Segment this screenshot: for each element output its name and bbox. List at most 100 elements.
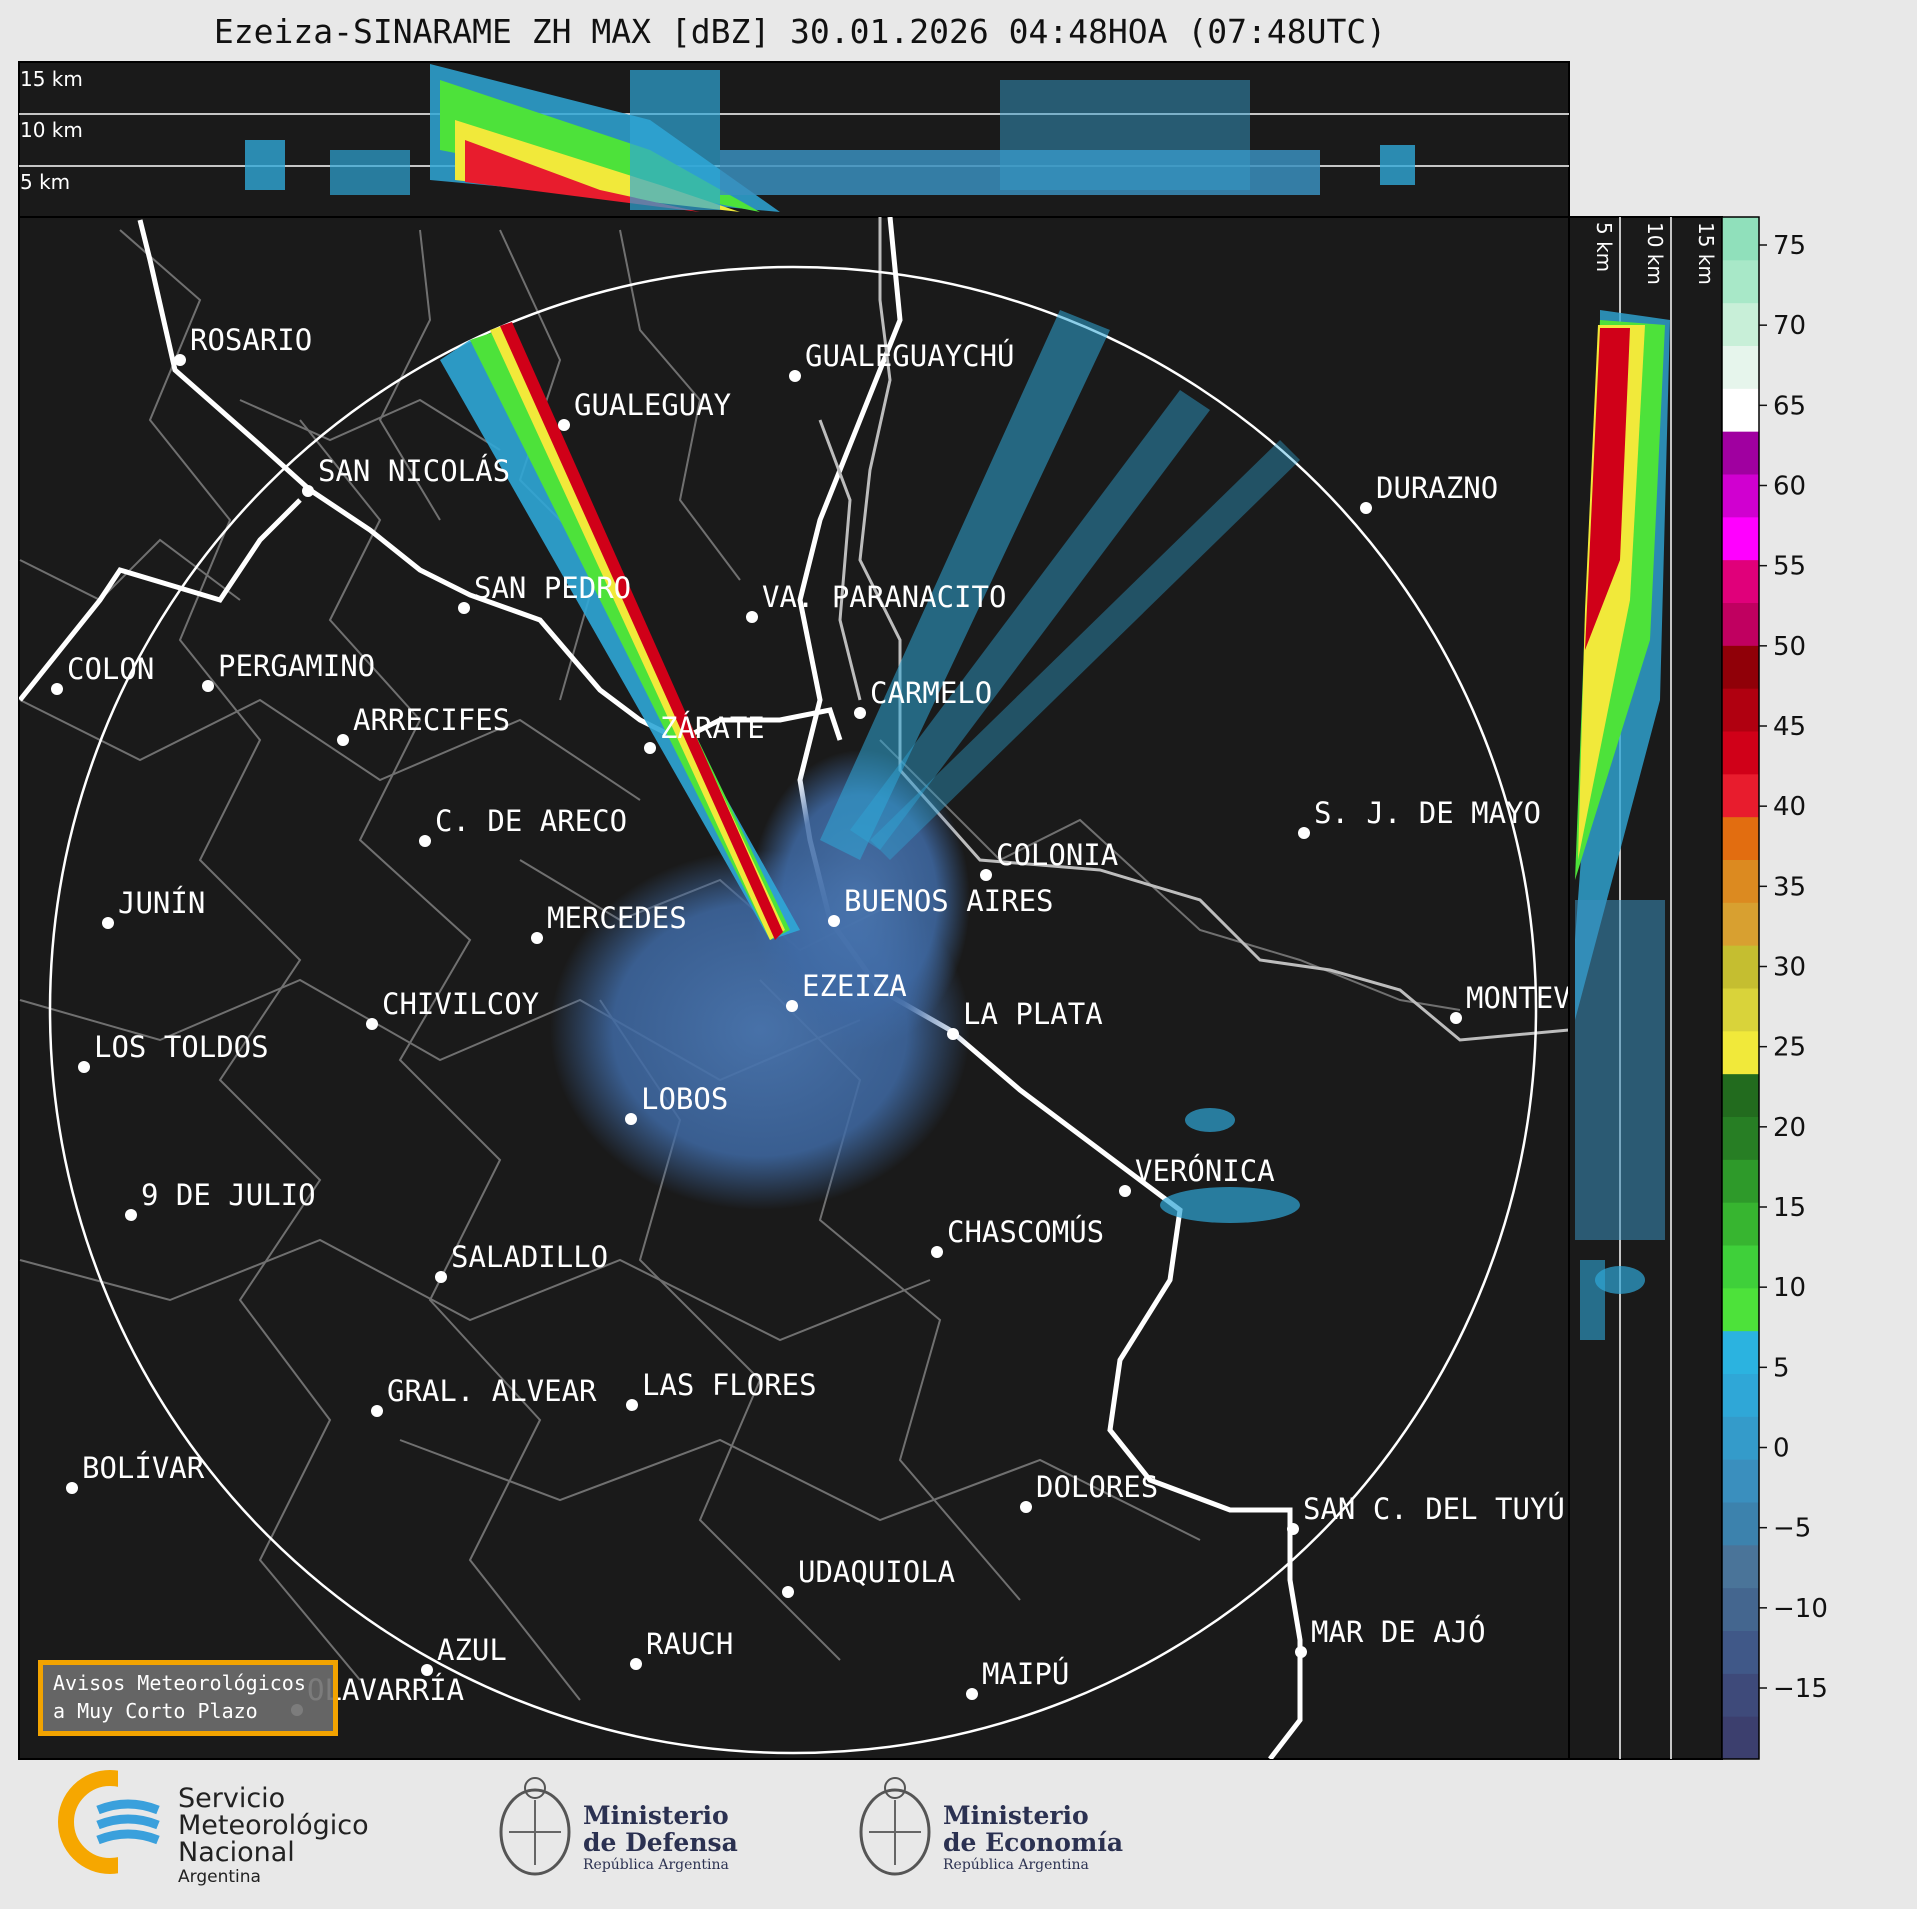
colorbar-swatch bbox=[1722, 988, 1759, 1032]
colorbar-swatch bbox=[1722, 859, 1759, 903]
city-saladillo: SALADILLO bbox=[435, 1240, 608, 1283]
city-veronica: VERÓNICA bbox=[1119, 1154, 1275, 1197]
colorbar-swatch bbox=[1722, 1073, 1759, 1117]
colorbar-tick-label: 45 bbox=[1773, 712, 1806, 742]
city-dolores: DOLORES bbox=[1020, 1470, 1158, 1513]
colorbar-swatch bbox=[1722, 1330, 1759, 1374]
colorbar-swatch bbox=[1722, 1630, 1759, 1674]
city-va-paranacito: VA. PARANACITO bbox=[746, 580, 1006, 623]
city-colon: COLON bbox=[51, 652, 154, 695]
colorbar-swatch bbox=[1722, 1373, 1759, 1417]
svg-text:LAS FLORES: LAS FLORES bbox=[642, 1368, 817, 1402]
smn-line-1: Servicio bbox=[178, 1783, 286, 1814]
svg-text:MAIPÚ: MAIPÚ bbox=[982, 1657, 1069, 1691]
colorbar-swatch bbox=[1722, 773, 1759, 818]
svg-text:GUALEGUAY: GUALEGUAY bbox=[574, 388, 731, 422]
svg-text:DOLORES: DOLORES bbox=[1036, 1470, 1158, 1504]
svg-text:LOS TOLDOS: LOS TOLDOS bbox=[94, 1030, 269, 1064]
colorbar-swatch bbox=[1722, 345, 1759, 389]
city-san-pedro: SAN PEDRO bbox=[458, 571, 631, 614]
svg-text:GUALEGUAYCHÚ: GUALEGUAYCHÚ bbox=[805, 339, 1015, 373]
colorbar-tick-label: 15 bbox=[1773, 1193, 1806, 1223]
svg-text:S. J. DE MAYO: S. J. DE MAYO bbox=[1314, 796, 1541, 830]
height-label-5km: 5 km bbox=[20, 170, 70, 194]
height-label-5km-v: 5 km bbox=[1592, 222, 1616, 272]
colorbar-swatch bbox=[1722, 1502, 1759, 1546]
svg-text:CHASCOMÚS: CHASCOMÚS bbox=[947, 1215, 1104, 1249]
right-echo-band bbox=[1575, 310, 1670, 1340]
city-bolivar: BOLÍVAR bbox=[66, 1451, 205, 1494]
height-label-10km-v: 10 km bbox=[1643, 222, 1667, 285]
city-durazno: DURAZNO bbox=[1360, 471, 1498, 514]
city-ezeiza: EZEIZA bbox=[786, 969, 907, 1012]
svg-text:CARMELO: CARMELO bbox=[870, 676, 992, 710]
economia-line-2: de Economía bbox=[943, 1828, 1124, 1857]
colorbar-tick-label: 10 bbox=[1773, 1273, 1806, 1303]
colorbar-tick-label: 35 bbox=[1773, 872, 1806, 902]
colorbar-swatch bbox=[1722, 902, 1759, 946]
city-zarate: ZÁRATE bbox=[644, 711, 765, 754]
svg-text:AZUL: AZUL bbox=[437, 1633, 507, 1667]
city-sj-de-mayo: S. J. DE MAYO bbox=[1298, 796, 1541, 839]
city-gualeguay: GUALEGUAY bbox=[558, 388, 731, 431]
city-azul: AZUL bbox=[421, 1633, 507, 1676]
svg-text:ROSARIO: ROSARIO bbox=[190, 323, 312, 357]
city-buenos-aires: BUENOS AIRES bbox=[828, 884, 1054, 927]
colorbar-swatch bbox=[1722, 474, 1759, 518]
colorbar-swatch bbox=[1722, 1673, 1759, 1717]
top-echo-band bbox=[245, 64, 1415, 212]
smn-emblem-icon bbox=[58, 1770, 168, 1880]
height-label-15km: 15 km bbox=[20, 67, 83, 91]
svg-text:DURAZNO: DURAZNO bbox=[1376, 471, 1498, 505]
colorbar-swatch bbox=[1722, 1716, 1759, 1760]
colorbar-swatch bbox=[1722, 1287, 1759, 1332]
colorbar-tick-label: 65 bbox=[1773, 391, 1806, 421]
svg-text:9 DE JULIO: 9 DE JULIO bbox=[141, 1178, 316, 1212]
colorbar-swatch bbox=[1722, 388, 1759, 432]
uruguay-border bbox=[818, 217, 1569, 1042]
range-ring bbox=[48, 265, 1538, 1755]
height-label-15km-v: 15 km bbox=[1694, 222, 1718, 285]
alert-button[interactable]: Avisos Meteorológicos a Muy Corto Plazo bbox=[38, 1660, 338, 1736]
city-gualeguaychu: GUALEGUAYCHÚ bbox=[789, 339, 1015, 382]
colorbar-swatch bbox=[1722, 302, 1759, 346]
colorbar-tick-label: 55 bbox=[1773, 552, 1806, 582]
svg-text:UDAQUIOLA: UDAQUIOLA bbox=[798, 1555, 955, 1589]
colorbar-swatch bbox=[1722, 1544, 1759, 1589]
colorbar-swatch bbox=[1722, 1116, 1759, 1160]
city-san-c-del-tuyu: SAN C. DEL TUYÚ bbox=[1287, 1492, 1565, 1535]
economia-line-1: Ministerio bbox=[943, 1801, 1089, 1830]
colorbar-tick-label: 40 bbox=[1773, 792, 1806, 822]
height-label-10km: 10 km bbox=[20, 118, 83, 142]
colorbar-swatch bbox=[1722, 1202, 1759, 1246]
svg-text:MAR DE AJÓ: MAR DE AJÓ bbox=[1311, 1615, 1486, 1649]
coat-of-arms-icon bbox=[499, 1777, 571, 1876]
svg-text:JUNÍN: JUNÍN bbox=[118, 886, 205, 920]
city-9-de-julio: 9 DE JULIO bbox=[125, 1178, 316, 1221]
city-la-plata: LA PLATA bbox=[947, 997, 1103, 1040]
alert-line-2: a Muy Corto Plazo bbox=[53, 1699, 258, 1723]
svg-text:COLONIA: COLONIA bbox=[996, 838, 1118, 872]
svg-text:SAN NICOLÁS: SAN NICOLÁS bbox=[318, 454, 510, 488]
colorbar-swatch bbox=[1722, 1159, 1759, 1203]
city-gral-alvear: GRAL. ALVEAR bbox=[371, 1374, 597, 1417]
colorbar-swatch bbox=[1722, 431, 1759, 475]
city-las-flores: LAS FLORES bbox=[626, 1368, 817, 1411]
defensa-line-1: Ministerio bbox=[583, 1801, 729, 1830]
colorbar-tick-label: 5 bbox=[1773, 1353, 1790, 1383]
city-arrecifes: ARRECIFES bbox=[337, 703, 510, 746]
svg-text:ARRECIFES: ARRECIFES bbox=[353, 703, 510, 737]
colorbar-swatch bbox=[1722, 1587, 1759, 1631]
city-junin: JUNÍN bbox=[102, 886, 205, 929]
colorbar-swatch bbox=[1722, 1416, 1759, 1460]
city-pergamino: PERGAMINO bbox=[202, 649, 375, 692]
city-mercedes: MERCEDES bbox=[531, 901, 687, 944]
colorbar-tick-label: 50 bbox=[1773, 632, 1806, 662]
city-rosario: ROSARIO bbox=[174, 323, 312, 366]
city-rauch: RAUCH bbox=[630, 1627, 733, 1670]
colorbar-swatch bbox=[1722, 516, 1759, 561]
defensa-line-3: República Argentina bbox=[583, 1857, 729, 1873]
svg-text:BUENOS AIRES: BUENOS AIRES bbox=[844, 884, 1054, 918]
defensa-logo: Ministerio de Defensa República Argentin… bbox=[495, 1770, 755, 1890]
